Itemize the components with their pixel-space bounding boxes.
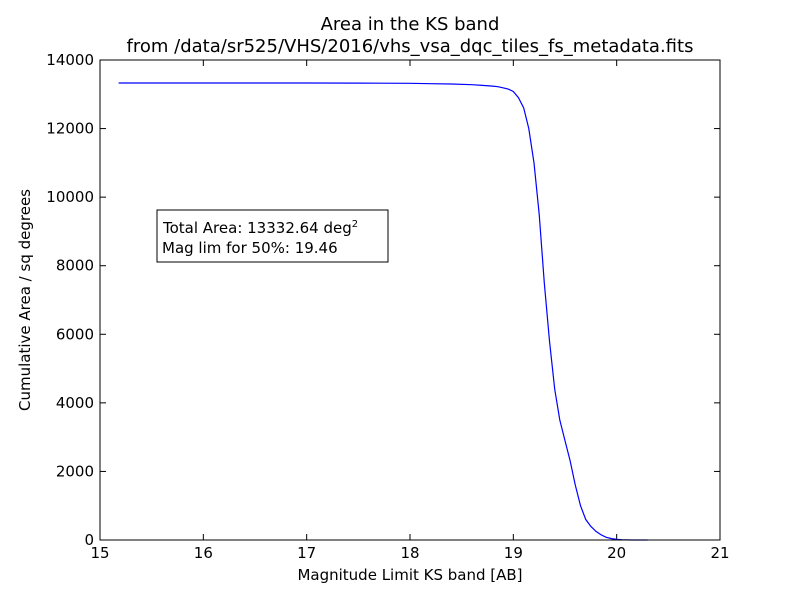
y-tick-label: 2000 (56, 462, 94, 480)
x-tick-label: 17 (297, 544, 316, 562)
annotation-total-area-exponent: 2 (352, 219, 358, 230)
y-tick-label: 6000 (56, 325, 94, 343)
x-tick-label: 21 (710, 544, 729, 562)
annotation-mag-limit: Mag lim for 50%: 19.46 (162, 239, 338, 257)
annotation-frame (156, 209, 389, 263)
y-axis-ticks: 0 2000 4000 6000 8000 10000 12000 14000 (46, 51, 720, 549)
series-line (118, 82, 648, 541)
plot-frame (99, 59, 721, 541)
x-tick-label: 15 (90, 544, 109, 562)
annotation-total-area: Total Area: 13332.64 deg2 (162, 219, 358, 237)
y-tick-label: 0 (84, 531, 94, 549)
x-tick-label: 19 (504, 544, 523, 562)
y-axis-label: Cumulative Area / sq degrees (16, 189, 34, 411)
chart-title-line-1: Area in the KS band (321, 14, 500, 35)
x-tick-label: 20 (607, 544, 626, 562)
y-tick-label: 12000 (46, 120, 94, 138)
x-axis-label: Magnitude Limit KS band [AB] (297, 566, 522, 584)
y-tick-label: 14000 (46, 51, 94, 69)
annotation-total-area-text: Total Area: 13332.64 deg (162, 219, 352, 237)
x-tick-label: 16 (194, 544, 213, 562)
chart-title-line-2: from /data/sr525/VHS/2016/vhs_vsa_dqc_ti… (127, 36, 694, 57)
y-tick-label: 4000 (56, 394, 94, 412)
annotation-box: Total Area: 13332.64 deg2 Mag lim for 50… (156, 209, 389, 263)
x-tick-label: 18 (400, 544, 419, 562)
y-tick-label: 10000 (46, 188, 94, 206)
y-tick-label: 8000 (56, 257, 94, 275)
